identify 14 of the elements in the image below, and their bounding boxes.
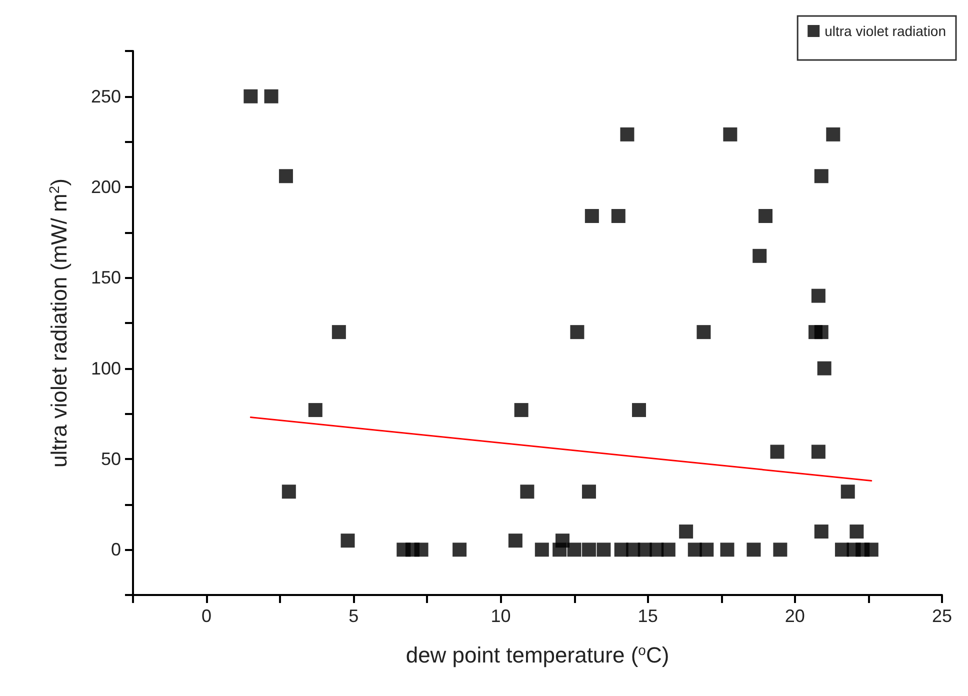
- y-tick-label: 200: [90, 177, 121, 197]
- legend-label: ultra violet radiation: [824, 23, 946, 39]
- x-tick-label: 25: [932, 606, 952, 626]
- y-axis-title: ultra violet radiation (mW/ m2): [46, 178, 72, 468]
- y-tick-label: 250: [90, 86, 121, 106]
- y-tick-label: 100: [90, 358, 121, 378]
- y-tick-label: 50: [100, 449, 121, 469]
- x-tick-label: 0: [202, 606, 212, 626]
- y-tick-label: 0: [110, 540, 121, 560]
- x-tick-label: 15: [638, 606, 658, 626]
- x-tick-label: 5: [348, 606, 359, 626]
- x-tick-label: 20: [784, 606, 805, 626]
- x-tick-label: 10: [490, 606, 511, 626]
- y-tick-label: 150: [90, 268, 121, 288]
